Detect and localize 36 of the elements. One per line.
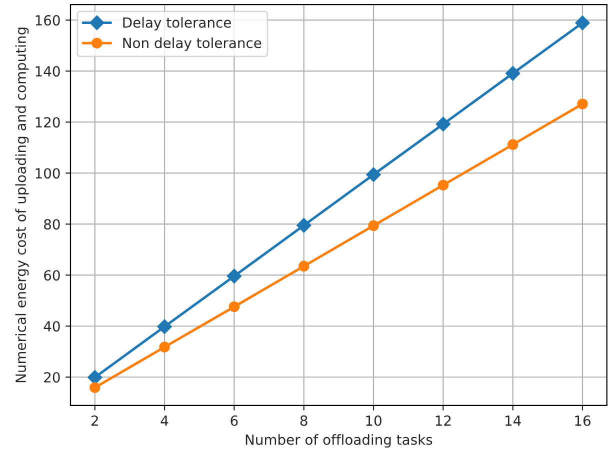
y-tick-label: 120 xyxy=(36,117,60,128)
x-tick-label: 16 xyxy=(575,415,590,426)
x-tick-label: 14 xyxy=(506,416,521,426)
y-tick-label: 80 xyxy=(44,219,60,230)
x-tick-label: 8 xyxy=(300,415,308,426)
point xyxy=(575,15,590,30)
point xyxy=(159,342,170,352)
point xyxy=(366,167,381,182)
x-tick-label: 2 xyxy=(91,415,98,426)
point xyxy=(89,382,100,393)
y-tick-label: 40 xyxy=(44,321,60,332)
x-tick-label: 10 xyxy=(366,415,382,426)
point xyxy=(368,220,379,232)
point xyxy=(157,319,172,334)
point xyxy=(507,139,518,150)
y-tick-label: 140 xyxy=(36,66,60,77)
point xyxy=(298,260,310,272)
point xyxy=(87,370,102,385)
legend-label: Delay tolerance xyxy=(123,17,231,30)
x-tick-label: 4 xyxy=(160,416,168,426)
x-tick-label: 12 xyxy=(436,415,451,426)
point xyxy=(438,180,449,190)
point xyxy=(228,301,240,312)
point xyxy=(505,66,520,81)
y-tick-label: 60 xyxy=(44,270,60,281)
y-tick-label: 160 xyxy=(36,15,60,26)
x-tick-label: 6 xyxy=(230,415,238,426)
point xyxy=(296,218,312,233)
y-tick-label: 100 xyxy=(36,168,60,179)
y-tick-label: 20 xyxy=(44,372,60,383)
point xyxy=(226,268,242,284)
x-axis-title: Number of offloading tasks xyxy=(246,434,432,448)
point xyxy=(436,116,451,132)
point xyxy=(577,98,588,110)
y-axis-title: Numerical energy cost of uploading and computing xyxy=(15,28,29,382)
legend-label: Non delay tolerance xyxy=(123,37,262,51)
